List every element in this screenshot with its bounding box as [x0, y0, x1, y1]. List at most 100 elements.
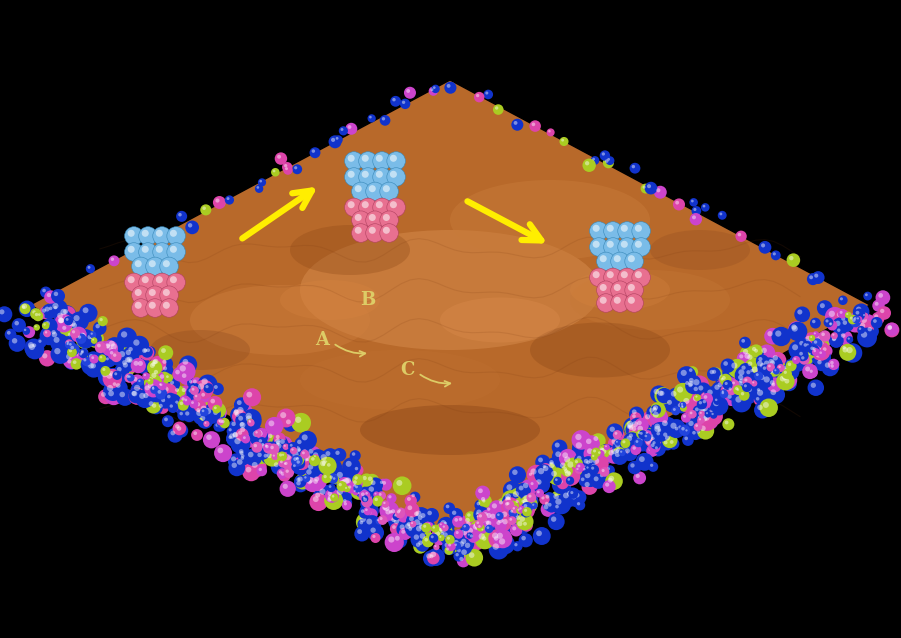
Circle shape — [479, 534, 493, 547]
Circle shape — [81, 357, 99, 375]
Circle shape — [829, 333, 843, 348]
Circle shape — [305, 477, 319, 492]
Circle shape — [268, 420, 274, 426]
Circle shape — [810, 318, 821, 329]
Circle shape — [111, 380, 122, 392]
Circle shape — [811, 345, 821, 355]
Circle shape — [217, 417, 229, 429]
Circle shape — [689, 412, 693, 414]
Circle shape — [623, 433, 641, 450]
Circle shape — [416, 542, 421, 547]
Circle shape — [744, 384, 747, 387]
Circle shape — [441, 540, 457, 555]
Circle shape — [840, 311, 842, 314]
Circle shape — [656, 426, 667, 438]
Circle shape — [123, 353, 142, 373]
Circle shape — [200, 415, 205, 420]
Circle shape — [623, 445, 627, 449]
Circle shape — [146, 286, 164, 304]
Circle shape — [210, 399, 215, 403]
Circle shape — [249, 459, 267, 477]
Circle shape — [64, 316, 73, 325]
Circle shape — [163, 366, 167, 371]
Circle shape — [170, 403, 173, 407]
Circle shape — [628, 425, 633, 430]
Circle shape — [623, 440, 625, 443]
Circle shape — [445, 535, 455, 544]
Circle shape — [256, 428, 268, 439]
Circle shape — [91, 332, 93, 335]
Circle shape — [101, 392, 105, 397]
Circle shape — [779, 363, 794, 378]
Circle shape — [752, 346, 764, 359]
Circle shape — [97, 352, 114, 369]
Circle shape — [815, 336, 822, 342]
Circle shape — [536, 479, 542, 485]
Circle shape — [359, 501, 378, 520]
Circle shape — [770, 360, 775, 366]
Circle shape — [340, 474, 359, 494]
Circle shape — [193, 406, 212, 426]
Circle shape — [230, 406, 247, 424]
Circle shape — [258, 178, 266, 186]
Circle shape — [474, 510, 484, 521]
Circle shape — [621, 241, 628, 248]
Circle shape — [503, 481, 522, 499]
Circle shape — [406, 525, 418, 537]
Circle shape — [139, 226, 158, 245]
Circle shape — [537, 491, 540, 493]
Circle shape — [128, 375, 131, 378]
Circle shape — [240, 451, 243, 455]
Circle shape — [738, 375, 743, 380]
Circle shape — [181, 398, 187, 404]
Circle shape — [236, 419, 254, 437]
Circle shape — [786, 360, 796, 371]
Circle shape — [556, 478, 562, 485]
Circle shape — [259, 441, 272, 455]
Circle shape — [237, 400, 241, 405]
Circle shape — [561, 467, 580, 486]
Circle shape — [185, 412, 189, 415]
Circle shape — [235, 428, 249, 441]
Circle shape — [311, 457, 314, 461]
Circle shape — [407, 497, 411, 501]
Circle shape — [173, 399, 184, 409]
Circle shape — [422, 523, 431, 533]
Circle shape — [366, 224, 385, 242]
Circle shape — [491, 533, 505, 547]
Circle shape — [436, 523, 455, 542]
Circle shape — [204, 420, 210, 427]
Circle shape — [760, 364, 771, 375]
Circle shape — [477, 510, 481, 515]
Circle shape — [553, 494, 559, 499]
Circle shape — [680, 370, 687, 376]
Circle shape — [600, 297, 606, 304]
Circle shape — [624, 423, 636, 434]
Circle shape — [88, 362, 94, 369]
Circle shape — [658, 429, 661, 432]
Circle shape — [106, 345, 121, 359]
Circle shape — [768, 331, 773, 336]
Circle shape — [361, 171, 369, 178]
Circle shape — [122, 354, 139, 371]
Circle shape — [390, 515, 408, 533]
Circle shape — [337, 483, 350, 498]
Circle shape — [831, 364, 834, 367]
Circle shape — [509, 503, 513, 507]
Circle shape — [694, 387, 698, 391]
Circle shape — [801, 352, 815, 366]
Circle shape — [596, 293, 615, 312]
Circle shape — [341, 497, 352, 508]
Circle shape — [887, 325, 892, 329]
Circle shape — [22, 306, 25, 309]
Circle shape — [93, 322, 106, 335]
Circle shape — [305, 476, 306, 478]
Circle shape — [607, 158, 610, 161]
Circle shape — [153, 273, 171, 292]
Circle shape — [274, 441, 285, 452]
Circle shape — [203, 431, 220, 449]
Circle shape — [838, 330, 852, 345]
Circle shape — [328, 473, 338, 484]
Circle shape — [697, 415, 702, 420]
Circle shape — [738, 381, 742, 386]
